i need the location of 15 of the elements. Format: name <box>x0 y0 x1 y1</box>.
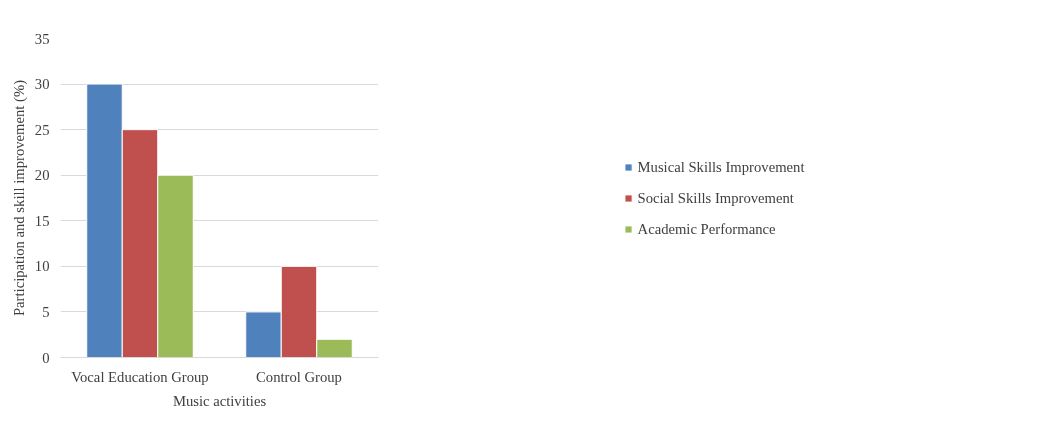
legend-label: Social Skills Improvement <box>637 189 794 206</box>
y-tick-label: 20 <box>34 167 50 184</box>
x-tick-label: Control Group <box>256 368 342 385</box>
y-tick-label: 25 <box>34 121 50 138</box>
y-tick-label: 5 <box>42 303 50 320</box>
y-tick-label: 30 <box>34 76 50 93</box>
y-tick-label: 15 <box>34 212 50 229</box>
x-tick-label: Vocal Education Group <box>71 368 209 385</box>
legend-label: Academic Performance <box>637 220 776 237</box>
y-tick-label: 10 <box>34 258 50 275</box>
legend-label: Musical Skills Improvement <box>637 158 805 175</box>
y-tick-label: 35 <box>34 30 50 47</box>
y-axis-title: Participation and skill improvement (%) <box>10 79 28 317</box>
x-axis-title: Music activities <box>172 392 267 409</box>
y-tick-label: 0 <box>42 349 50 366</box>
